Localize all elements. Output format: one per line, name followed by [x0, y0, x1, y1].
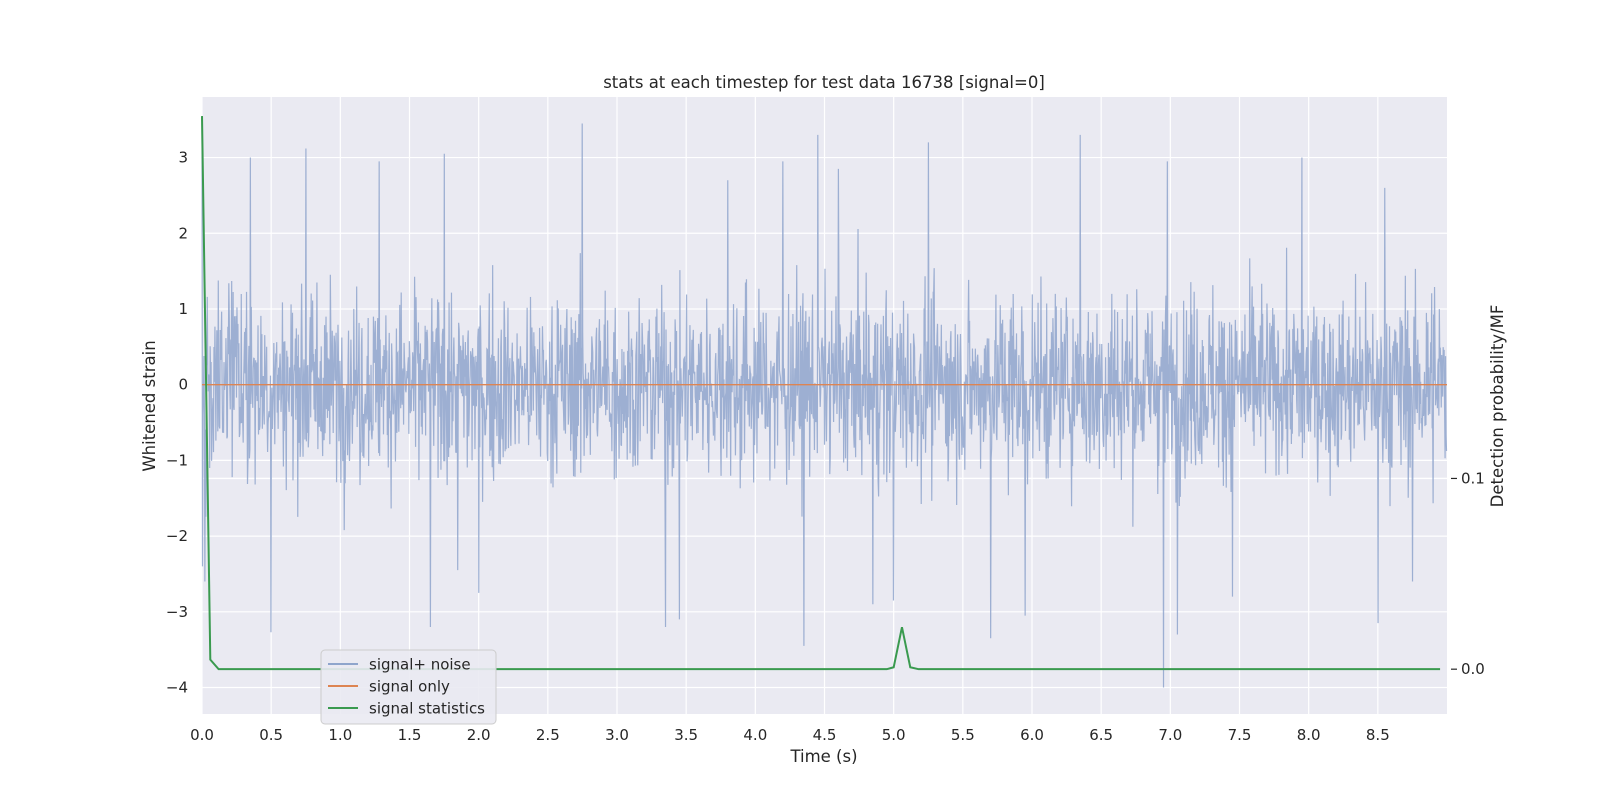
x-tick-label: 3.5: [674, 726, 698, 744]
legend-label-signal-statistics: signal statistics: [369, 700, 485, 718]
y-tick-label: 3: [178, 149, 188, 167]
x-tick-label: 2.0: [467, 726, 491, 744]
y2-axis-ticks: 0.1 0.0: [1451, 469, 1485, 678]
chart-title: stats at each timestep for test data 167…: [603, 73, 1045, 92]
x-tick-label: 3.0: [605, 726, 629, 744]
signal-statistics-line: [201, 116, 1441, 671]
y-tick-label: −3: [166, 603, 188, 621]
legend-label-signal-only: signal only: [369, 678, 450, 696]
y2-tick-label: 0.0: [1461, 660, 1485, 678]
x-tick-label: 6.5: [1089, 726, 1113, 744]
x-tick-label: 5.5: [951, 726, 975, 744]
x-tick-label: 0.0: [190, 726, 214, 744]
series-signal-statistics: [201, 116, 1441, 671]
x-tick-label: 6.0: [1020, 726, 1044, 744]
y-tick-label: −1: [166, 451, 188, 469]
y-axis-ticks: 3 2 1 0 −1 −2 −3 −4: [166, 149, 188, 697]
y-axis-label: Whitened strain: [140, 340, 159, 471]
x-tick-label: 1.0: [328, 726, 352, 744]
y2-axis-label: Detection probability/MF: [1488, 305, 1507, 508]
x-tick-label: 0.5: [259, 726, 283, 744]
legend-label-signal-noise: signal+ noise: [369, 656, 471, 674]
series-signal-noise: [201, 123, 1448, 688]
x-axis-ticks: 0.0 0.5 1.0 1.5 2.0 2.5 3.0 3.5 4.0 4.5 5.0 5.5 6.0 6…: [190, 726, 1390, 744]
x-tick-label: 4.5: [813, 726, 837, 744]
x-tick-label: 5.0: [882, 726, 906, 744]
x-axis-label: Time (s): [789, 747, 857, 766]
x-tick-label: 4.0: [743, 726, 767, 744]
y-tick-label: −4: [166, 679, 188, 697]
y-tick-label: 2: [178, 224, 188, 242]
x-tick-label: 2.5: [536, 726, 560, 744]
y2-tick-label: 0.1: [1461, 469, 1485, 487]
x-tick-label: 7.0: [1158, 726, 1182, 744]
x-tick-label: 1.5: [398, 726, 422, 744]
x-tick-label: 7.5: [1228, 726, 1252, 744]
legend-box: [320, 649, 497, 725]
x-tick-label: 8.0: [1297, 726, 1321, 744]
legend: signal+ noise signal only signal statist…: [320, 649, 497, 725]
y-tick-label: 0: [178, 376, 188, 394]
x-tick-label: 8.5: [1366, 726, 1390, 744]
y-tick-label: −2: [166, 527, 188, 545]
y-tick-label: 1: [178, 300, 188, 318]
noise-line: [201, 123, 1448, 688]
